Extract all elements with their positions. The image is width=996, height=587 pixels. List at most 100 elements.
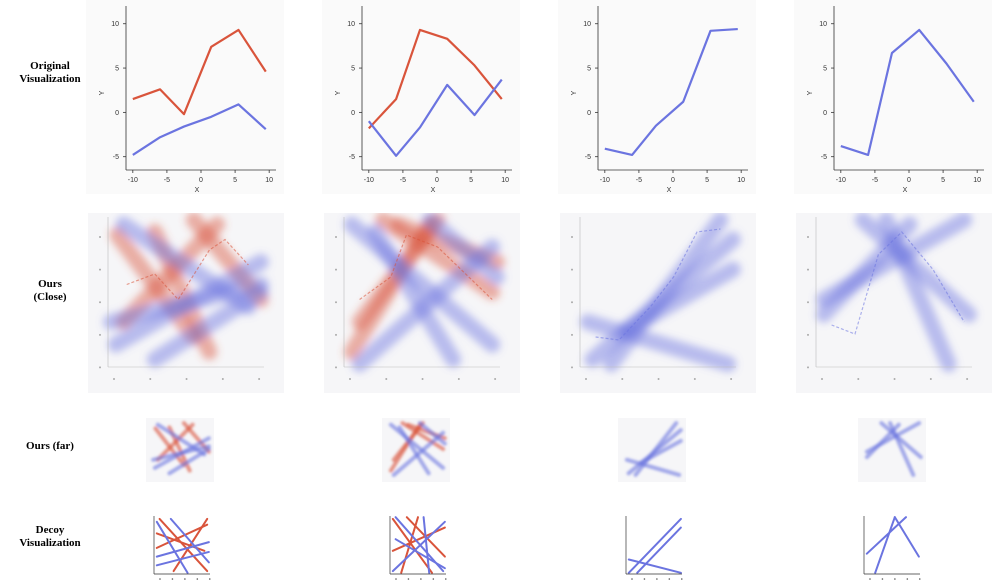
blurred-bands: [388, 421, 447, 477]
band-blue: [421, 213, 505, 285]
y-tick-mark: [335, 333, 337, 336]
decoy-chart-1: [148, 512, 214, 584]
y-tick-mark: [571, 268, 573, 271]
y-tick-label: 10: [347, 21, 355, 28]
x-tick-mark: [730, 378, 733, 380]
decoy-line-red: [155, 523, 209, 549]
x-tick-label: 10: [265, 177, 273, 184]
x-tick-mark: [881, 578, 884, 580]
band-blue: [367, 224, 462, 368]
x-tick-label: -10: [128, 177, 138, 184]
x-tick-label: -5: [872, 177, 878, 184]
y-tick-label: -5: [585, 154, 591, 161]
y-axis-label: Y: [335, 90, 342, 95]
band-blue: [155, 422, 207, 457]
y-tick-mark: [807, 301, 809, 304]
row-label-decoy-line2: Visualization: [19, 537, 81, 549]
x-tick-label: -10: [600, 177, 610, 184]
y-tick-mark: [571, 333, 573, 336]
decoy-line-blue: [627, 558, 682, 574]
x-tick-mark: [385, 378, 388, 380]
y-tick-mark: [335, 236, 337, 238]
x-tick-label: 0: [199, 177, 203, 184]
x-tick-mark: [821, 378, 823, 380]
x-tick-mark: [631, 578, 633, 580]
x-tick-mark: [906, 578, 909, 580]
band-blue: [815, 216, 918, 323]
x-tick-mark: [693, 378, 696, 380]
y-tick-mark: [807, 268, 809, 271]
x-tick-mark: [966, 378, 969, 380]
y-tick-label: 10: [583, 21, 591, 28]
row-label-decoy-line1: Decoy: [35, 524, 65, 536]
x-tick-mark: [668, 578, 671, 580]
blurred-bands: [151, 421, 211, 476]
y-axis-label: Y: [571, 90, 578, 95]
y-tick-label: 0: [823, 110, 827, 117]
decoy-line-blue: [169, 517, 210, 564]
band-blue: [146, 284, 269, 368]
x-tick-label: 10: [501, 177, 509, 184]
x-tick-mark: [656, 578, 658, 580]
decoy-line-red: [400, 516, 419, 574]
x-tick-mark: [113, 378, 115, 380]
band-blue: [864, 422, 901, 460]
ours-close-2: [324, 213, 520, 393]
y-tick-label: -5: [113, 154, 119, 161]
x-tick-mark: [171, 578, 174, 580]
x-tick-label: 0: [435, 177, 439, 184]
blurred-bands: [864, 421, 923, 477]
decoy-line-blue: [422, 516, 431, 574]
y-tick-label: -5: [349, 154, 355, 161]
x-tick-mark: [494, 378, 497, 380]
x-tick-label: -10: [364, 177, 374, 184]
x-tick-label: 0: [907, 177, 911, 184]
x-tick-label: 10: [973, 177, 981, 184]
ours-close-4: [796, 213, 992, 393]
band-blue: [879, 421, 923, 460]
band-blue: [417, 421, 447, 446]
x-tick-mark: [929, 378, 932, 380]
series-line-red: [132, 28, 267, 116]
ours-close-1: [88, 213, 284, 393]
decoy-line-blue: [874, 516, 896, 574]
band-blue: [624, 457, 682, 477]
x-tick-mark: [869, 578, 871, 580]
y-tick-label: 10: [819, 21, 827, 28]
row-label-close: Ours (Close): [0, 278, 100, 304]
y-tick-mark: [807, 366, 809, 369]
x-tick-mark: [432, 578, 435, 580]
plot-background: [322, 0, 520, 194]
faint-data-line: [359, 234, 493, 300]
x-tick-mark: [421, 378, 424, 380]
plot-background: [86, 0, 284, 194]
y-tick-mark: [335, 366, 337, 369]
x-tick-mark: [184, 578, 186, 580]
x-axis-label: X: [431, 187, 436, 194]
band-blue: [854, 213, 977, 323]
y-tick-mark: [99, 301, 101, 304]
band-blue: [639, 438, 683, 465]
blurred-bands: [624, 421, 683, 477]
decoy-line-blue: [893, 516, 920, 558]
row-label-far: Ours (far): [0, 440, 100, 453]
band-blue: [115, 216, 257, 315]
row-label-original: Original Visualization: [0, 60, 100, 86]
band-blue: [579, 314, 737, 372]
y-tick-mark: [99, 333, 101, 336]
row-label-close-line1: Ours: [38, 278, 62, 290]
faint-data-line: [595, 228, 721, 341]
y-tick-mark: [571, 236, 573, 238]
original-chart-4: -5 0 5 10 -10 -5 0 5 10 X Y: [794, 0, 992, 194]
decoy-line-red: [391, 517, 433, 574]
x-tick-mark: [621, 378, 624, 380]
x-tick-label: -5: [636, 177, 642, 184]
ours-far-4: [858, 418, 926, 482]
band-blue: [151, 444, 211, 462]
decoy-chart-3: [620, 512, 686, 584]
band-blue: [167, 447, 211, 476]
x-tick-mark: [657, 378, 660, 380]
series-line-blue: [132, 103, 267, 156]
ours-close-3: [560, 213, 756, 393]
x-tick-mark: [680, 578, 683, 580]
